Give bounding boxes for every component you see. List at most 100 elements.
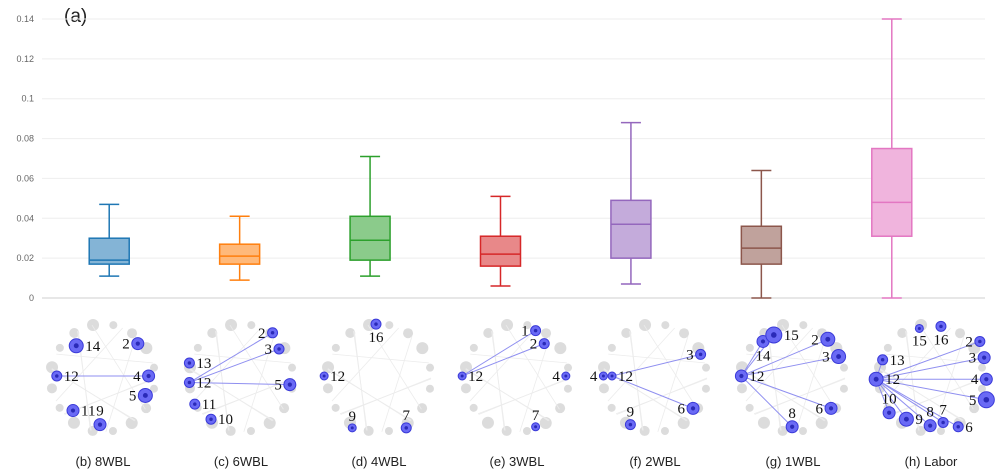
- box-iqr: [218, 243, 261, 265]
- background-node: [621, 327, 632, 338]
- background-edge: [56, 353, 153, 364]
- y-tick-label: 0.12: [16, 54, 34, 64]
- node-label: 2: [258, 326, 266, 342]
- y-tick-label: 0.06: [16, 173, 34, 183]
- node-label: 15: [784, 328, 799, 344]
- background-node: [501, 425, 512, 436]
- box-6wbl: [218, 215, 261, 281]
- network-node-core: [928, 423, 933, 428]
- node-label: 5: [129, 388, 137, 404]
- background-edge: [331, 327, 399, 402]
- background-edge: [63, 378, 156, 415]
- background-edge: [603, 368, 687, 422]
- node-label: 7: [402, 408, 410, 424]
- node-label: 14: [85, 339, 101, 355]
- background-edge: [767, 330, 781, 431]
- network-node-core: [771, 332, 777, 338]
- background-node: [936, 427, 945, 436]
- node-label: 12: [468, 369, 483, 385]
- node-label: 16: [369, 330, 385, 346]
- panel-caption: (f) 2WBL: [629, 454, 680, 469]
- network-node-core: [790, 424, 795, 429]
- box-3wbl: [479, 195, 522, 287]
- background-node: [246, 427, 255, 436]
- network-edge: [461, 343, 545, 377]
- node-label: 12: [196, 375, 211, 391]
- network-node-core: [825, 336, 831, 342]
- network-edge: [875, 378, 931, 427]
- background-node: [150, 363, 159, 372]
- node-label: 4: [971, 372, 979, 388]
- background-node: [523, 321, 532, 330]
- background-node: [522, 427, 531, 436]
- background-node: [897, 327, 908, 338]
- box-labor: [871, 18, 913, 299]
- network-node-core: [628, 422, 633, 427]
- background-node: [331, 343, 340, 352]
- network-node-core: [941, 420, 945, 425]
- background-edge: [193, 327, 261, 402]
- network-edge: [461, 330, 536, 377]
- background-node: [541, 328, 552, 339]
- background-edge: [470, 353, 567, 364]
- network-node-core: [187, 380, 192, 385]
- network-node-core: [187, 361, 192, 365]
- network-node-core: [983, 396, 990, 403]
- node-label: 2: [965, 334, 973, 350]
- background-node: [460, 383, 471, 394]
- node-label: 7: [939, 402, 947, 418]
- node-label: 13: [196, 356, 211, 372]
- background-node: [363, 425, 374, 436]
- background-edge: [643, 324, 698, 410]
- background-node: [331, 403, 340, 412]
- panel-caption: (b) 8WBL: [76, 454, 131, 469]
- network-edge: [875, 340, 981, 380]
- background-node: [67, 416, 80, 429]
- network-node-core: [903, 416, 909, 422]
- background-node: [225, 318, 238, 331]
- background-node: [425, 384, 434, 393]
- background-edge: [353, 330, 367, 431]
- background-edge: [629, 330, 643, 431]
- network-panel: 16 12 9 7 (d) 4WBL: [319, 318, 435, 469]
- node-label: 3: [686, 347, 694, 363]
- network-node-core: [564, 374, 568, 378]
- background-edge: [753, 378, 846, 415]
- background-node: [55, 403, 64, 412]
- box-iqr: [349, 215, 391, 261]
- node-label: 9: [348, 409, 356, 425]
- network-node-core: [404, 426, 408, 430]
- node-label: 9: [915, 412, 923, 428]
- network-edge: [741, 375, 793, 428]
- node-label: 6: [678, 401, 686, 417]
- network-node-core: [73, 343, 79, 349]
- node-label: 11: [202, 397, 216, 413]
- background-edge: [741, 368, 825, 422]
- background-node: [701, 384, 710, 393]
- background-node: [639, 425, 650, 436]
- background-node: [426, 363, 435, 372]
- network-node-core: [55, 374, 59, 378]
- background-edge: [215, 330, 229, 431]
- background-node: [736, 383, 747, 394]
- network-edge: [741, 356, 839, 377]
- background-edge: [194, 353, 291, 364]
- node-label: 6: [965, 420, 973, 436]
- background-node: [598, 383, 609, 394]
- background-node: [777, 318, 790, 331]
- panel-caption: (g) 1WBL: [766, 454, 821, 469]
- network-edge: [876, 357, 985, 380]
- network-node-core: [828, 406, 834, 411]
- background-node: [384, 427, 393, 436]
- background-edge: [491, 330, 505, 431]
- network-node-core: [97, 422, 103, 427]
- y-tick-label: 0.02: [16, 253, 34, 263]
- network-edge: [611, 375, 694, 409]
- background-edge: [469, 327, 537, 402]
- background-node: [969, 403, 980, 414]
- background-node: [555, 403, 566, 414]
- panel-caption: (e) 3WBL: [490, 454, 545, 469]
- background-node: [385, 321, 394, 330]
- network-edge: [741, 338, 828, 377]
